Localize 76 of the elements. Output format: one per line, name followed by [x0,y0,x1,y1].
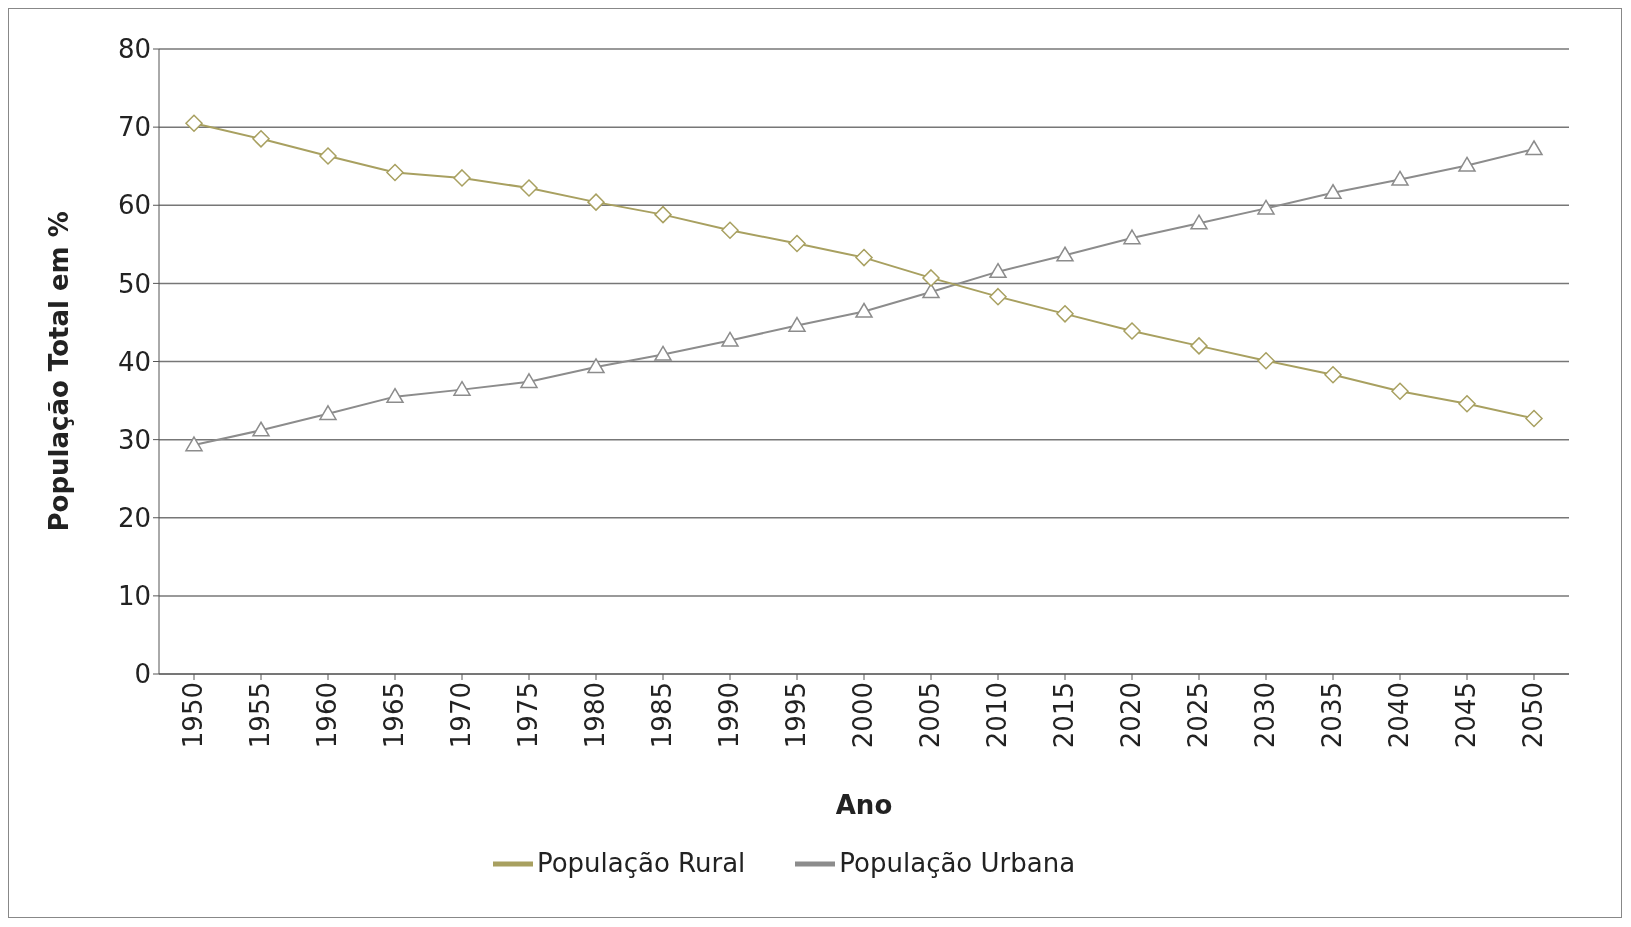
legend-label: População Urbana [839,847,1076,878]
point [1525,140,1543,156]
y-tick-label: 30 [117,424,151,455]
point [1056,246,1074,262]
x-tick-label: 2005 [915,682,946,749]
point [1056,305,1074,323]
x-tick-label: 2040 [1384,682,1415,749]
point [1123,229,1141,245]
y-tick-label: 80 [117,34,151,65]
point [319,147,337,165]
y-tick-label: 40 [117,346,151,377]
x-tick-label: 2000 [848,682,879,749]
point [1324,366,1342,384]
x-tick-label: 1995 [781,682,812,749]
x-tick-label: 1970 [446,682,477,749]
x-tick-label: 1985 [647,682,678,749]
point [185,436,203,452]
point [855,302,873,318]
point [1525,409,1543,428]
y-tick-label: 50 [117,268,151,299]
point [185,114,203,132]
point [721,221,739,239]
point [520,373,538,389]
x-tick-label: 2045 [1451,682,1482,749]
point [1257,351,1275,370]
x-tick-label: 1975 [513,682,544,749]
x-tick-label: 2020 [1116,682,1147,749]
point [1123,322,1141,340]
point [1391,170,1409,186]
point [788,234,806,253]
x-tick-label: 2025 [1183,682,1214,749]
point [453,169,471,187]
y-tick-label: 70 [117,112,151,143]
y-tick-label: 20 [117,502,151,533]
point [1190,337,1208,355]
x-tick-label: 1965 [379,682,410,749]
point [386,387,404,404]
point [1190,214,1208,230]
x-tick-label: 1955 [245,682,276,749]
x-tick-label: 2010 [982,682,1013,749]
x-axis-title: Ano [835,790,893,820]
point [587,193,605,211]
x-tick-label: 1990 [714,682,745,749]
x-tick-label: 2050 [1518,682,1549,749]
point [1458,156,1476,172]
point [788,316,806,332]
point [1458,394,1476,413]
y-tick-label: 60 [117,190,151,221]
point [989,287,1007,306]
point [721,331,739,347]
point [252,421,270,437]
x-tick-label: 1980 [580,682,611,749]
point [319,405,337,421]
y-tick-label: 0 [134,659,151,690]
y-tick-label: 10 [117,581,151,612]
point [386,163,404,182]
x-tick-label: 1960 [312,682,343,749]
point [922,269,940,287]
point [252,130,270,148]
point [587,358,605,374]
point [654,345,672,361]
x-tick-label: 1950 [178,682,209,749]
x-tick-label: 2015 [1049,682,1080,749]
point [654,205,672,224]
point [922,283,940,299]
point [520,179,538,197]
point [855,248,873,267]
point [1257,199,1275,215]
point [1391,382,1409,400]
y-axis-title: População Total em % [44,211,75,532]
x-tick-label: 2035 [1317,682,1348,749]
x-tick-label: 2030 [1250,682,1281,749]
point [1324,184,1342,200]
point [453,380,471,396]
point [989,262,1007,279]
legend-label: População Rural [536,847,746,878]
